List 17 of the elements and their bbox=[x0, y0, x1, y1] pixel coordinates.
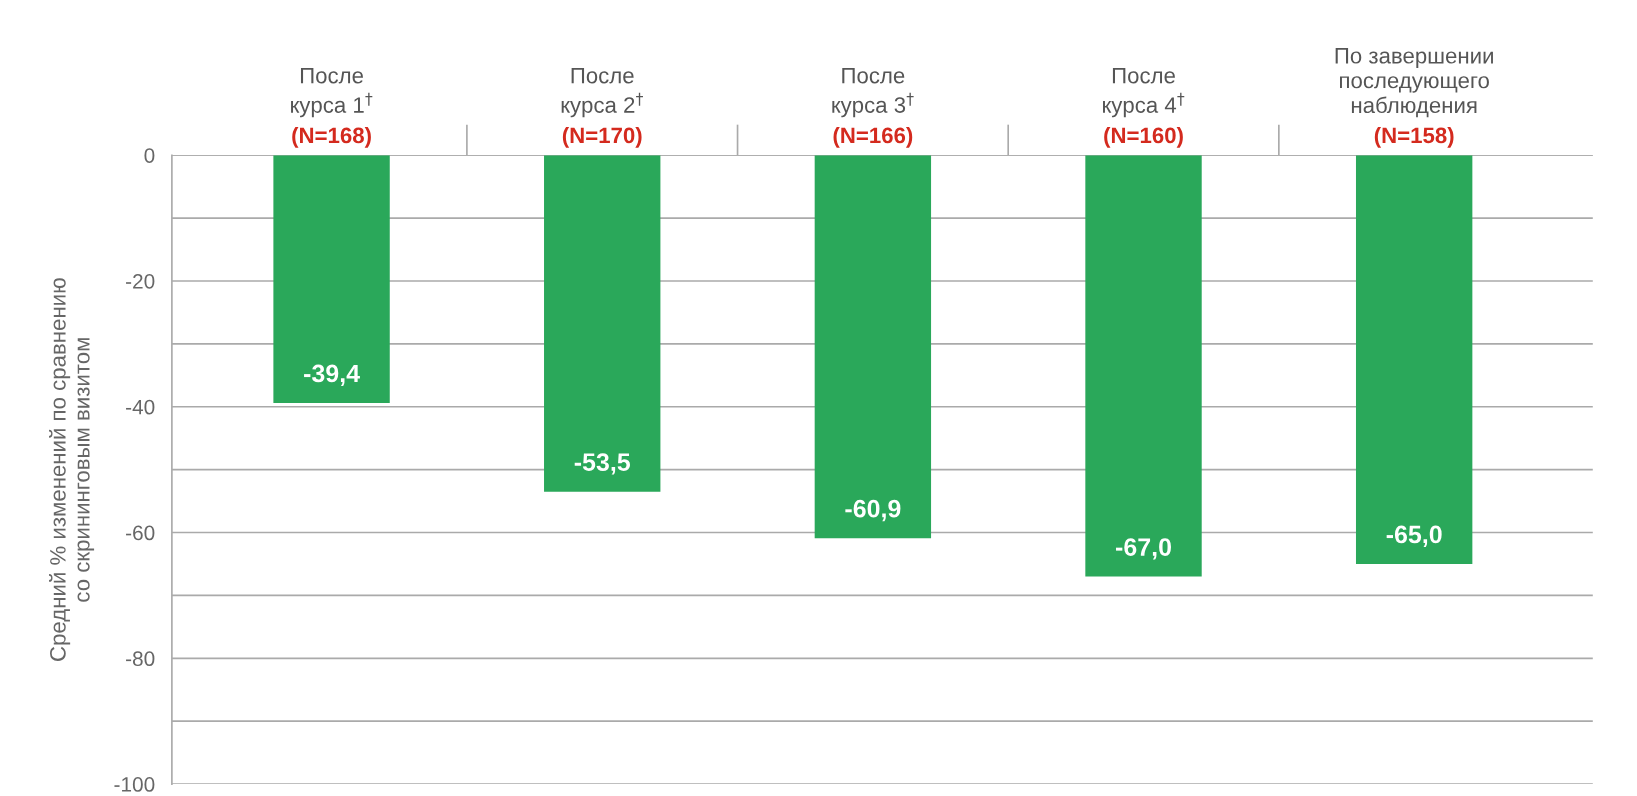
data-label: -60,9 bbox=[845, 499, 901, 522]
y-tick-label: -80 bbox=[126, 651, 155, 667]
y-axis-title: Средний % изменений по сравнению со скрининговым визитом bbox=[49, 278, 95, 661]
y-tick-label: -40 bbox=[126, 399, 155, 415]
y-tick-label: -20 bbox=[126, 273, 155, 289]
category-label: После курса 2$^{†}$ (N=170) bbox=[561, 67, 643, 148]
category-label: После курса 1$^{†}$ (N=168) bbox=[291, 67, 373, 148]
data-label: -67,0 bbox=[1116, 538, 1171, 560]
y-tick-label: -100 bbox=[114, 777, 155, 792]
data-label: -65,0 bbox=[1386, 525, 1442, 547]
category-label: После курса 4$^{†}$ (N=160) bbox=[1103, 67, 1185, 148]
category-label: После курса 3$^{†}$ (N=166) bbox=[832, 67, 914, 148]
x-tick-label: По завершении последующего наблюдения (N=158) bbox=[1335, 48, 1493, 148]
y-tick-label: 0 bbox=[144, 148, 155, 163]
y-tick-label: -60 bbox=[126, 525, 155, 541]
data-label: -39,4 bbox=[304, 364, 360, 386]
data-label: -53,5 bbox=[574, 453, 631, 475]
